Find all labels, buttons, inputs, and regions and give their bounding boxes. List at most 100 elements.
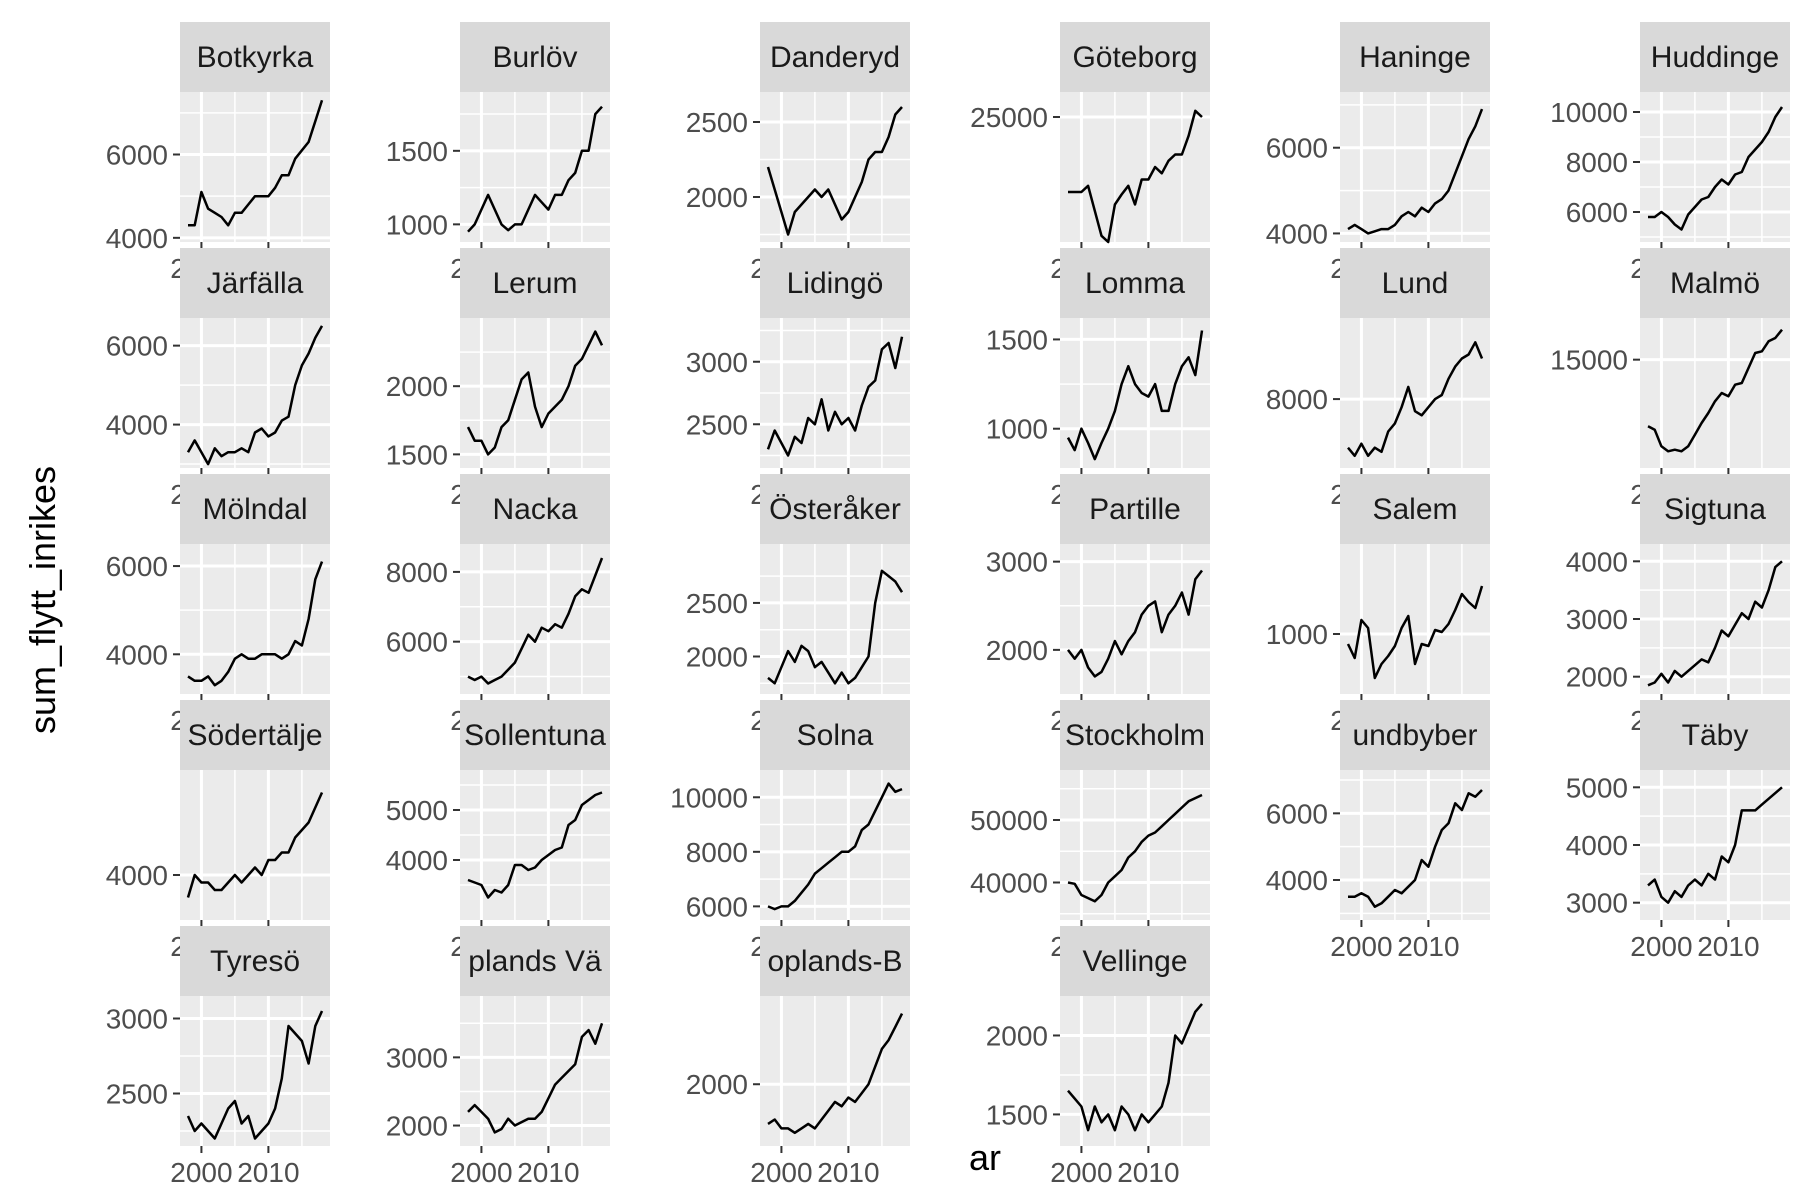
facet-strip: [1060, 926, 1210, 996]
x-tick-label: 2000: [170, 1157, 232, 1188]
x-tick-label: 2010: [237, 1157, 299, 1188]
facet-strip-label: Lund: [1382, 267, 1449, 300]
series-line: [766, 336, 904, 457]
facet-danderyd: Danderyd2000201020002500: [686, 22, 910, 284]
series-line: [1648, 106, 1784, 231]
series-line: [186, 1010, 324, 1140]
facet-t-by: Täby 2000 2010 3000 4000 5000: [1566, 700, 1790, 962]
y-tick-label: 40000: [970, 868, 1048, 899]
x-tick-label: 2010: [1697, 931, 1759, 962]
panel-background: [460, 544, 610, 694]
x-tick-label: 2000: [450, 1157, 512, 1188]
series-line: [1068, 109, 1203, 244]
facet-strip: [180, 926, 330, 996]
y-tick-label: 6000: [386, 627, 448, 658]
facet-strip: [760, 22, 910, 92]
y-tick-label: 2000: [686, 1069, 748, 1100]
y-axis-title: sum_flytt_inrikes: [22, 466, 63, 734]
facet-strip: [1340, 474, 1490, 544]
facet-salem: Salem200020101000: [1266, 474, 1490, 736]
y-tick-label: 4000: [386, 845, 448, 876]
facet-strip: [460, 248, 610, 318]
panel-background: [760, 996, 910, 1146]
series-line: [1647, 786, 1783, 904]
y-tick-label: 6000: [1266, 798, 1328, 829]
y-tick-label: 2500: [686, 588, 748, 619]
series-line: [186, 791, 324, 898]
facet-s-dert-lje: Södertälje200020104000: [106, 700, 330, 962]
facet-strip: [1640, 248, 1790, 318]
facet-strip-label: Sollentuna: [464, 719, 606, 752]
facet-strip: [1640, 474, 1790, 544]
facet-m-lndal: Mölndal2000201040006000: [106, 474, 330, 736]
facet-strip-label: Lidingö: [787, 267, 884, 300]
panel-background: [180, 770, 330, 920]
y-tick-label: 2000: [1566, 662, 1628, 693]
facet-strip-label: Nacka: [492, 493, 577, 526]
y-tick-label: 2000: [986, 1020, 1048, 1051]
panel-background: [1640, 318, 1790, 468]
facet-strip: [760, 248, 910, 318]
facet-strip-label: Järfälla: [207, 267, 304, 300]
y-tick-label: 2500: [686, 107, 748, 138]
y-tick-label: 10000: [670, 782, 748, 813]
facet-malm-: Malmö2000201015000: [1550, 248, 1790, 510]
y-tick-label: 6000: [106, 140, 168, 171]
y-tick-label: 3000: [1566, 888, 1628, 919]
facet-huddinge: Huddinge200020106000800010000: [1550, 22, 1790, 284]
facet-strip: [460, 700, 610, 770]
y-tick-label: 3000: [986, 547, 1048, 578]
facet-strip: [460, 926, 610, 996]
facet-panels: Botkyrka2000201040006000Burlöv2000201010…: [106, 22, 1790, 1188]
y-tick-label: 2000: [686, 642, 748, 673]
series-line: [1067, 1003, 1203, 1132]
panel-background: [760, 544, 910, 694]
x-tick-label: 2000: [1050, 1157, 1112, 1188]
facet-g-teborg: Göteborg2000201025000: [970, 22, 1210, 284]
x-tick-label: 2000: [750, 1157, 812, 1188]
y-tick-label: 8000: [1566, 147, 1628, 178]
facet-strip-label: plands Vä: [468, 945, 602, 978]
y-tick-label: 25000: [970, 102, 1048, 133]
facet-sollentuna: Sollentuna2000201040005000: [386, 700, 610, 962]
facet-liding-: Lidingö2000201025003000: [686, 248, 910, 510]
facet-strip: [180, 22, 330, 92]
y-tick-label: 10000: [1550, 97, 1628, 128]
facet-strip-label: Malmö: [1670, 267, 1760, 300]
facet-solna: Solna200020106000800010000: [670, 700, 910, 962]
y-tick-label: 2000: [386, 371, 448, 402]
facet-burl-v: Burlöv2000201010001500: [386, 22, 610, 284]
facet-sundbyberg: undbyber 2000 2010 4000 6000: [1266, 700, 1490, 962]
series-line: [1067, 569, 1203, 678]
series-line: [467, 1022, 604, 1134]
facet-strip: [180, 248, 330, 318]
panel-background: [760, 92, 910, 242]
facet-strip-label: Partille: [1089, 493, 1181, 526]
facet-strip: [180, 700, 330, 770]
facet-strip-label: Sigtuna: [1664, 493, 1766, 526]
facet-strip: [1060, 22, 1210, 92]
y-tick-label: 15000: [1550, 345, 1628, 376]
series-line: [1647, 560, 1783, 687]
y-tick-label: 3000: [386, 1042, 448, 1073]
facet-strip: [180, 474, 330, 544]
facet-strip: [1340, 22, 1490, 92]
panel-background: [1340, 544, 1490, 694]
y-tick-label: 1500: [986, 1099, 1048, 1130]
facet-lerum: Lerum2000201015002000: [386, 248, 610, 510]
x-tick-label: 2000: [1330, 931, 1392, 962]
y-tick-label: 2500: [686, 409, 748, 440]
y-tick-label: 1500: [386, 439, 448, 470]
panel-background: [1060, 770, 1210, 920]
y-tick-label: 50000: [970, 805, 1048, 836]
y-tick-label: 4000: [1266, 865, 1328, 896]
facet-strip: [1340, 248, 1490, 318]
panel-background: [180, 92, 330, 242]
series-line: [1066, 330, 1204, 461]
panel-background: [460, 770, 610, 920]
x-tick-label: 2010: [1397, 931, 1459, 962]
series-line: [1067, 793, 1203, 903]
facet-strip-label: Danderyd: [770, 41, 900, 74]
